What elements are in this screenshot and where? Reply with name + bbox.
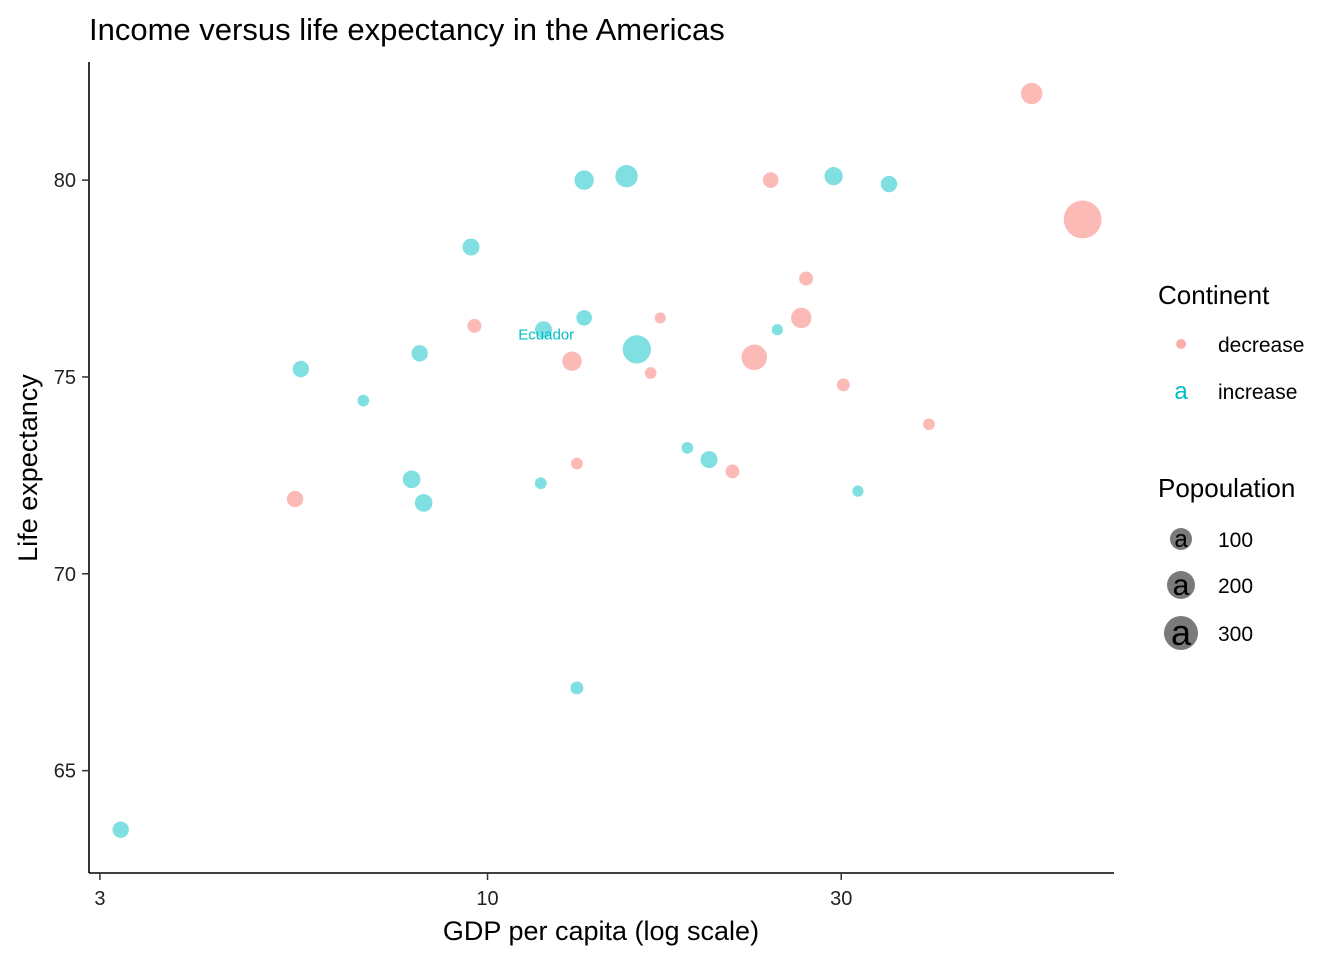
x-tick-label: 30: [830, 888, 852, 910]
x-tick-label: 3: [94, 888, 105, 910]
data-point-decrease: [562, 351, 582, 371]
data-point-decrease: [791, 307, 812, 329]
data-point-increase: [824, 167, 843, 186]
legend-size-key: [1167, 571, 1195, 599]
legend-color-entries: decrease a increase: [1174, 334, 1304, 405]
y-tick-label: 70: [54, 564, 76, 586]
legend-key-increase: a: [1174, 378, 1188, 405]
y-tick-label: 65: [54, 761, 76, 783]
legend-key-decrease: [1176, 339, 1186, 349]
data-point-increase: [535, 321, 553, 339]
data-point-increase: [570, 681, 584, 695]
data-point-increase: [576, 310, 592, 326]
legend-label-increase: increase: [1218, 381, 1297, 404]
x-axis-title: GDP per capita (log scale): [443, 916, 759, 946]
data-point-increase: [852, 485, 864, 497]
data-point-increase: [771, 324, 783, 336]
y-tick-label: 75: [54, 367, 76, 389]
data-point-decrease: [286, 490, 304, 508]
data-point-increase: [681, 441, 694, 454]
data-point-decrease: [799, 271, 814, 286]
legend-size-entries: a 100 a 200 a 300: [1164, 526, 1253, 653]
data-point-increase: [880, 175, 898, 193]
data-point-decrease: [1020, 82, 1043, 105]
data-point-decrease: [571, 457, 583, 470]
data-point-increase: [615, 165, 638, 188]
x-tick-label: 10: [476, 888, 498, 910]
data-point-increase: [402, 470, 421, 489]
data-point-increase: [622, 335, 651, 364]
point-label: Ecuador: [518, 327, 574, 344]
data-point-increase: [411, 345, 428, 362]
data-point-decrease: [741, 344, 768, 371]
legend-size-label: 300: [1218, 623, 1253, 646]
data-point-increase: [462, 238, 480, 256]
legend-size-glyph: a: [1171, 612, 1192, 653]
data-point-decrease: [467, 318, 482, 333]
legend-color-title: Continent: [1158, 280, 1270, 310]
data-point-decrease: [1063, 200, 1102, 239]
chart-title: Income versus life expectancy in the Ame…: [89, 12, 725, 47]
data-point-decrease: [762, 172, 779, 188]
y-axis-title: Life expectancy: [13, 374, 43, 562]
data-point-increase: [357, 394, 370, 407]
data-point-increase: [112, 821, 129, 838]
legend-size-glyph: a: [1173, 569, 1190, 602]
legend-size-title: Popoulation: [1158, 473, 1295, 503]
data-point-increase: [414, 494, 433, 512]
data-point-increase: [292, 360, 310, 378]
legend-label-decrease: decrease: [1218, 334, 1304, 357]
legend-size-glyph: a: [1174, 526, 1188, 553]
data-point-increase: [574, 170, 594, 190]
legend-size-key: [1170, 528, 1192, 550]
point-annotations: Ecuador: [518, 327, 574, 344]
data-points: [112, 82, 1102, 838]
data-point-increase: [700, 451, 718, 469]
legend-size-label: 200: [1218, 575, 1253, 598]
legend-size-label: 100: [1218, 529, 1253, 552]
data-point-decrease: [725, 464, 740, 479]
data-point-decrease: [923, 418, 935, 431]
data-point-decrease: [836, 378, 850, 392]
data-point-decrease: [654, 312, 666, 324]
y-tick-label: 80: [54, 170, 76, 192]
axes: [88, 62, 1114, 874]
axis-ticks: 3 10 30 65 70 75 80: [54, 170, 853, 910]
data-point-decrease: [644, 367, 657, 379]
data-point-increase: [534, 477, 547, 490]
legend-size-key: [1164, 616, 1198, 650]
